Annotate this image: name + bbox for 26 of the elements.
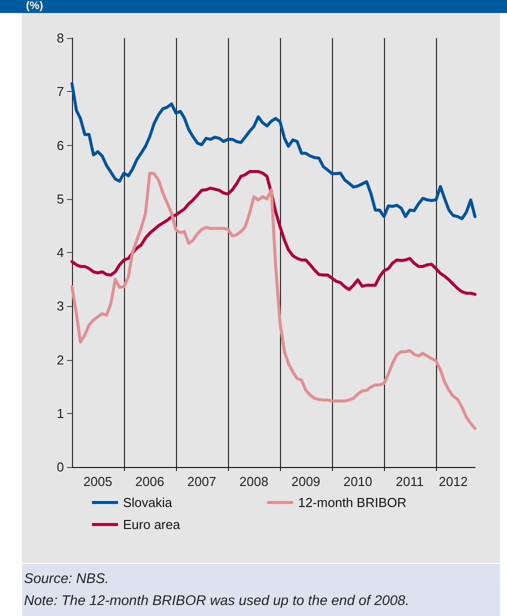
x-tick-label: 2011 <box>396 474 424 489</box>
legend-label: Euro area <box>123 517 181 532</box>
legend-label: Slovakia <box>123 495 173 510</box>
x-tick-label: 2009 <box>291 474 320 489</box>
x-tick-label: 2012 <box>438 474 468 489</box>
y-tick-label: 6 <box>56 138 64 153</box>
line-series <box>70 172 476 430</box>
x-tick-label: 2007 <box>187 474 216 489</box>
line-series <box>70 82 476 220</box>
y-axis-title: (%) <box>0 0 507 13</box>
text: Note: The 12-month BRIBOR was used up to the end of 2008. <box>24 591 410 610</box>
x-tick-label: 2010 <box>343 474 372 489</box>
y-tick-label: 2 <box>56 352 64 368</box>
y-tick-label: 1 <box>56 406 64 421</box>
line-series <box>70 170 476 296</box>
y-tick-label: 7 <box>56 84 64 100</box>
x-tick-label: 2005 <box>83 474 112 489</box>
x-tick-label: 2008 <box>239 474 268 489</box>
y-tick-label: 5 <box>56 191 64 206</box>
y-tick-label: 0 <box>56 460 64 474</box>
legend-label: 12-month BRIBOR <box>298 495 407 510</box>
source-note: Source: NBS. <box>24 569 110 588</box>
y-tick-label: 4 <box>56 245 64 260</box>
y-tick-label: 3 <box>56 298 64 314</box>
x-tick-label: 2006 <box>135 474 164 489</box>
y-tick-label: 8 <box>56 30 64 46</box>
